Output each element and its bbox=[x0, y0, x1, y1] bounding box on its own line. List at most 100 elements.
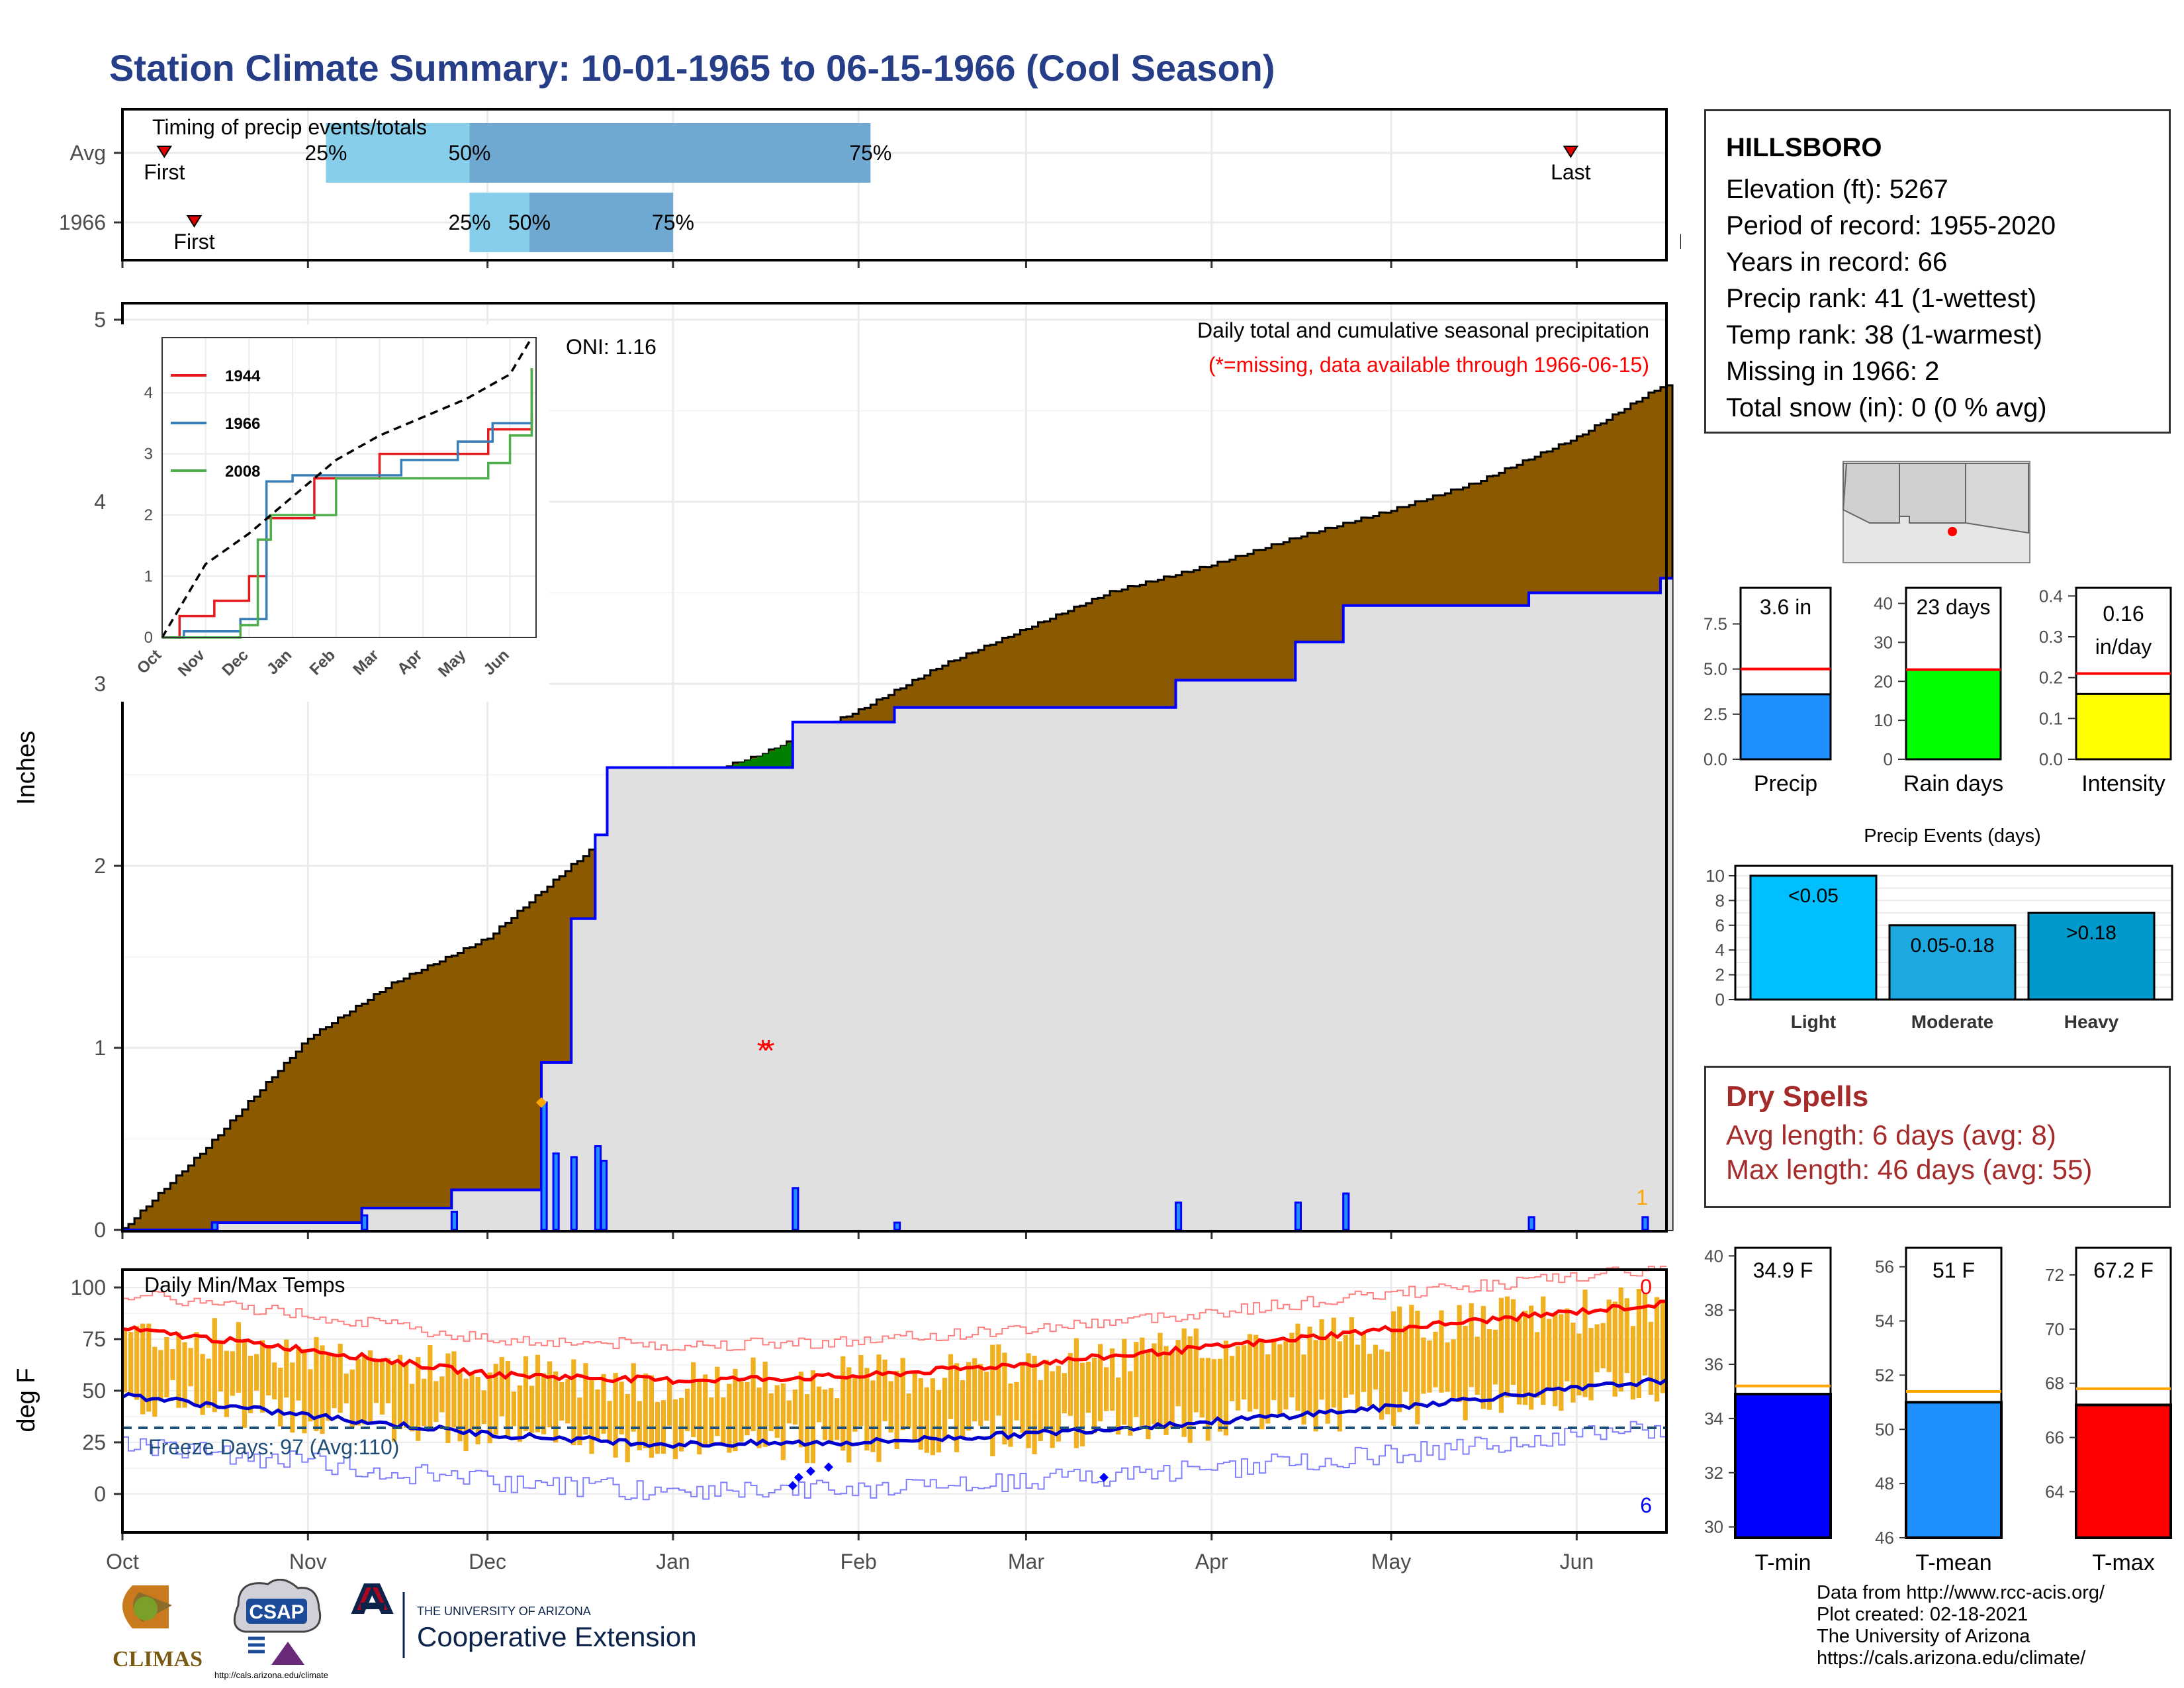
daily-precip-bar bbox=[600, 1160, 608, 1231]
temp-summary-tick-label: 52 bbox=[1875, 1365, 1894, 1385]
temp-summary-label: T-max bbox=[2092, 1550, 2154, 1575]
daily-temp-bar bbox=[475, 1376, 480, 1444]
daily-temp-bar bbox=[1355, 1344, 1361, 1410]
credit-line: https://cals.arizona.edu/climate/ bbox=[1817, 1648, 2086, 1669]
temp-summary-tick-label: 50 bbox=[1875, 1419, 1894, 1439]
daily-temp-bar bbox=[338, 1343, 343, 1413]
record-max-line bbox=[122, 1265, 1666, 1351]
daily-temp-bar bbox=[505, 1361, 510, 1439]
timing-pct-label: 25% bbox=[448, 211, 490, 234]
daily-temp-bar bbox=[1002, 1352, 1007, 1444]
temp-summary-label: T-mean bbox=[1915, 1550, 1991, 1575]
daily-temp-bar bbox=[1594, 1324, 1600, 1373]
daily-temp-bar bbox=[182, 1342, 187, 1408]
daily-temp-bar bbox=[463, 1378, 469, 1452]
daily-temp-bar bbox=[1475, 1336, 1480, 1395]
dry-spells-max: Max length: 46 days (avg: 55) bbox=[1726, 1154, 2093, 1185]
daily-temp-bar bbox=[1636, 1289, 1642, 1399]
events-bar bbox=[2027, 912, 2156, 1001]
observed-cumulative-area bbox=[122, 578, 1673, 1230]
map-state-nm bbox=[1899, 463, 1966, 524]
daily-temp-bar bbox=[1253, 1335, 1259, 1409]
daily-temp-bar bbox=[1008, 1383, 1013, 1447]
temp-summary-tick-label: 46 bbox=[1875, 1528, 1894, 1548]
events-tick-label: 10 bbox=[1706, 866, 1725, 886]
daily-temp-bar bbox=[822, 1389, 828, 1440]
svg-text:CSAP: CSAP bbox=[249, 1601, 304, 1623]
daily-temp-bar bbox=[1097, 1344, 1103, 1422]
snow-count-label: 1 bbox=[1636, 1186, 1648, 1209]
summary-bar-tick-label: 0 bbox=[1884, 749, 1893, 769]
daily-temp-bar bbox=[1421, 1337, 1426, 1394]
daily-temp-bar bbox=[1397, 1306, 1402, 1413]
daily-temp-bar bbox=[1624, 1298, 1629, 1374]
daily-temp-bar bbox=[1307, 1327, 1312, 1415]
daily-temp-bar bbox=[960, 1380, 966, 1438]
daily-temp-bar bbox=[422, 1378, 427, 1427]
daily-temp-bar bbox=[774, 1385, 780, 1438]
daily-temp-bar bbox=[314, 1336, 319, 1431]
precip-y-tick-label: 1 bbox=[94, 1036, 106, 1060]
map-state-tx bbox=[1965, 463, 2029, 534]
daily-temp-bar bbox=[1427, 1340, 1432, 1393]
summary-bar-tick-label: 0.3 bbox=[2039, 627, 2063, 647]
daily-temp-bar bbox=[1660, 1300, 1666, 1393]
timing-pct-label: 75% bbox=[849, 141, 891, 165]
daily-temp-bar bbox=[349, 1369, 355, 1429]
daily-temp-bar bbox=[236, 1322, 242, 1393]
daily-temp-bar bbox=[666, 1379, 672, 1426]
summary-bar-tick-label: 0.0 bbox=[1704, 749, 1727, 769]
temp-summary-tick-label: 34 bbox=[1704, 1409, 1723, 1429]
inset-series-line bbox=[162, 368, 533, 639]
station-locator-map bbox=[1842, 461, 2030, 563]
daily-temp-bar bbox=[649, 1375, 654, 1458]
daily-temp-bar bbox=[619, 1382, 624, 1434]
daily-temp-bar bbox=[367, 1350, 373, 1422]
temp-summary-tick-label: 66 bbox=[2045, 1428, 2064, 1448]
daily-temp-bar bbox=[1415, 1311, 1420, 1425]
precip-y-axis-label: Inches bbox=[13, 731, 40, 805]
observed-cumulative-line bbox=[122, 577, 1673, 1231]
daily-temp-bar bbox=[1403, 1326, 1408, 1392]
daily-temp-bar bbox=[1618, 1287, 1623, 1392]
daily-temp-bar bbox=[547, 1361, 553, 1428]
timing-marker-label: La bbox=[1678, 230, 1681, 254]
temp-y-tick-label: 50 bbox=[82, 1379, 106, 1403]
precip-y-tick-label: 2 bbox=[94, 854, 106, 878]
daily-temp-bar bbox=[954, 1363, 960, 1452]
daily-temp-bar bbox=[1570, 1322, 1576, 1403]
events-tick-label: 6 bbox=[1715, 915, 1725, 935]
daily-temp-bar bbox=[1433, 1331, 1438, 1387]
daily-temp-bar bbox=[1211, 1359, 1216, 1420]
daily-temp-bar bbox=[1498, 1297, 1504, 1413]
daily-temp-bar bbox=[410, 1383, 415, 1432]
daily-temp-bar bbox=[1181, 1328, 1187, 1437]
inset-series-line bbox=[161, 337, 533, 638]
precip-frame bbox=[121, 302, 1668, 1233]
daily-temp-bar bbox=[691, 1362, 696, 1437]
main-charts: Avg 25% 50% 75% First Last 1966 25% 50% 75% First L… bbox=[13, 108, 1681, 1573]
daily-temp-bar bbox=[703, 1374, 708, 1447]
snow-marker bbox=[535, 1097, 547, 1108]
daily-temp-bar bbox=[1026, 1353, 1031, 1448]
daily-temp-bar bbox=[906, 1393, 911, 1429]
daily-temp-bar bbox=[1385, 1351, 1390, 1415]
daily-temp-bar bbox=[948, 1354, 954, 1419]
record-min-line bbox=[122, 1421, 1666, 1501]
summary-bar bbox=[1739, 693, 1832, 761]
daily-temp-bar bbox=[589, 1379, 594, 1454]
events-tick-label: 4 bbox=[1715, 940, 1725, 960]
summary-bar-tick-label: 0.1 bbox=[2039, 708, 2063, 728]
daily-precip-bar bbox=[1294, 1201, 1302, 1231]
daily-temp-bar bbox=[870, 1380, 876, 1452]
temp-summary-tick-label: 56 bbox=[1875, 1257, 1894, 1277]
daily-temp-bar bbox=[709, 1397, 714, 1444]
daily-temp-bar bbox=[637, 1401, 642, 1450]
timing-bar-q2 bbox=[529, 193, 673, 252]
daily-temp-bar bbox=[1648, 1321, 1654, 1395]
daily-temp-bar bbox=[1451, 1339, 1456, 1398]
daily-temp-bar bbox=[1289, 1333, 1295, 1397]
timing-row-label: Avg bbox=[69, 141, 106, 165]
daily-temp-bar bbox=[1229, 1356, 1235, 1401]
daily-temp-bar bbox=[158, 1350, 163, 1401]
